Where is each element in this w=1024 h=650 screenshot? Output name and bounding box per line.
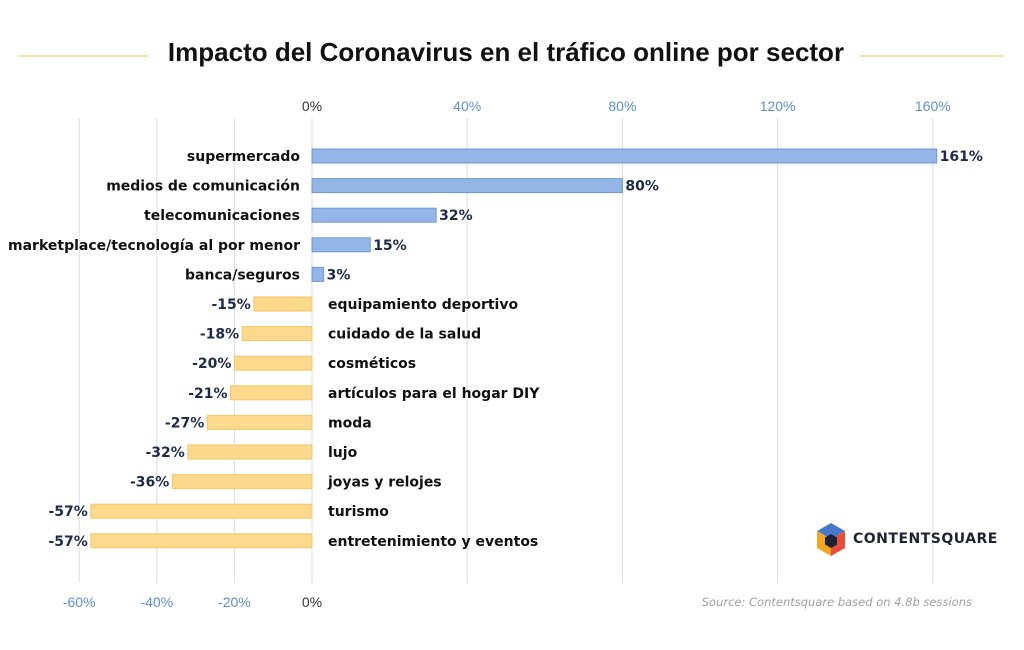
value-label: -20%	[192, 356, 231, 372]
value-label: 80%	[625, 179, 659, 195]
value-labels: 161% 80% 32% 15% 3% -15% -18% -20% -21% -27% -32% -…	[49, 149, 983, 550]
value-label: 161%	[940, 149, 983, 165]
category-label: cosméticos	[328, 356, 416, 372]
category-label: telecomunicaciones	[144, 208, 300, 224]
value-label: -36%	[130, 475, 169, 491]
category-label: entretenimiento y eventos	[328, 534, 538, 550]
category-label: medios de comunicación	[106, 179, 300, 195]
bar	[311, 207, 437, 223]
category-label: lujo	[328, 445, 358, 461]
chart-title: Impacto del Coronavirus en el tráfico on…	[168, 37, 844, 67]
bars	[90, 148, 938, 549]
bottom-axis-ticks: -60% -40% -20% 0%	[63, 594, 322, 610]
contentsquare-hexagon-logo-icon	[817, 523, 845, 556]
value-label: 32%	[439, 208, 473, 224]
category-label: banca/seguros	[185, 267, 300, 283]
value-label: -27%	[165, 415, 204, 431]
bar	[187, 444, 313, 460]
bottom-tick-label: 0%	[302, 594, 322, 610]
category-label: moda	[328, 415, 372, 431]
category-label: turismo	[328, 504, 389, 520]
bar	[311, 178, 623, 194]
bar	[253, 296, 313, 312]
bar	[311, 266, 325, 282]
value-label: -32%	[146, 445, 185, 461]
bar	[311, 237, 371, 253]
bar	[230, 385, 313, 401]
bottom-tick-label: -60%	[63, 594, 96, 610]
category-label: marketplace/tecnología al por menor	[8, 238, 300, 254]
bar	[206, 414, 313, 430]
bottom-tick-label: -40%	[140, 594, 173, 610]
value-label: 15%	[373, 238, 407, 254]
value-label: -57%	[49, 534, 88, 550]
category-label: cuidado de la salud	[328, 327, 481, 343]
source-note: Source: Contentsquare based on 4.8b sess…	[702, 595, 972, 609]
value-label: -18%	[200, 327, 239, 343]
top-axis-ticks: 0% 40% 80% 120% 160%	[302, 98, 951, 114]
bottom-tick-label: -20%	[218, 594, 251, 610]
top-tick-label: 40%	[453, 98, 481, 114]
top-tick-label: 120%	[760, 98, 796, 114]
bar	[233, 355, 313, 371]
bar	[171, 474, 313, 490]
top-tick-label: 80%	[608, 98, 636, 114]
value-label: -21%	[188, 386, 227, 402]
brand-logo	[817, 523, 845, 556]
category-labels: supermercado medios de comunicación teleco…	[8, 149, 540, 550]
category-label: artículos para el hogar DIY	[328, 386, 540, 402]
top-tick-label: 0%	[302, 98, 322, 114]
value-label: 3%	[327, 267, 351, 283]
bar	[90, 503, 313, 519]
category-label: joyas y relojes	[327, 475, 442, 491]
top-tick-label: 160%	[915, 98, 951, 114]
category-label: supermercado	[187, 149, 300, 165]
bar	[311, 148, 938, 164]
value-label: -15%	[211, 297, 250, 313]
value-label: -57%	[49, 504, 88, 520]
bar	[241, 326, 313, 342]
brand-name: CONTENTSQUARE	[853, 531, 998, 547]
category-label: equipamiento deportivo	[328, 297, 518, 313]
bar	[90, 533, 313, 549]
